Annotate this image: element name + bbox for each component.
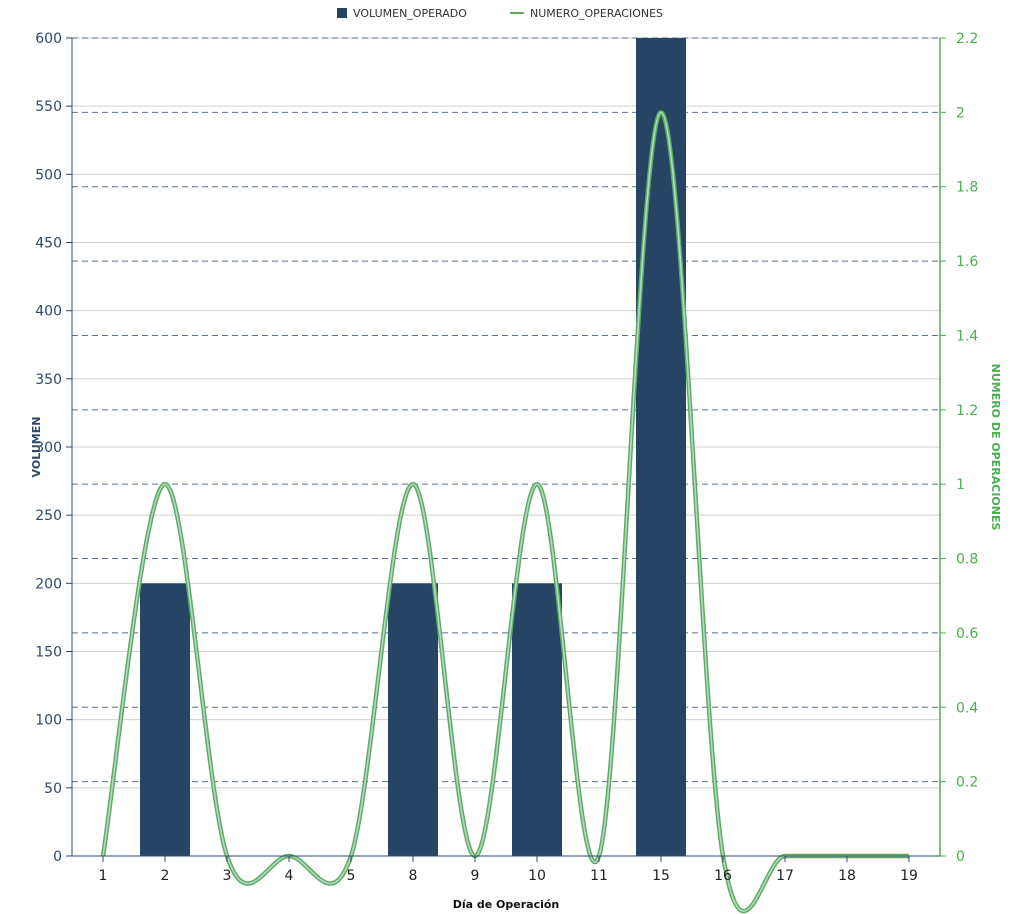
line-operaciones xyxy=(100,110,910,914)
x-tick-label: 15 xyxy=(652,868,670,884)
series-line-highlight xyxy=(102,111,909,912)
legend: VOLUMEN_OPERADO NUMERO_OPERACIONES xyxy=(337,7,663,20)
x-tick-label: 2 xyxy=(161,868,170,884)
x-tick-label: 1 xyxy=(99,868,108,884)
series-line-operaciones xyxy=(100,110,909,914)
right-tick-label: 2.2 xyxy=(956,31,978,47)
right-tick-label: 0.6 xyxy=(956,626,978,642)
axes: 050100150200250300350400450500550600VOLU… xyxy=(30,31,1002,911)
x-tick-label: 17 xyxy=(776,868,794,884)
left-tick-label: 300 xyxy=(35,440,62,456)
x-tick-label: 4 xyxy=(285,868,294,884)
right-tick-label: 0.8 xyxy=(956,552,978,568)
x-tick-label: 9 xyxy=(471,868,480,884)
legend-label-volumen: VOLUMEN_OPERADO xyxy=(353,7,467,20)
right-tick-label: 1 xyxy=(956,477,965,493)
bar xyxy=(140,583,190,856)
right-tick-label: 0.4 xyxy=(956,700,978,716)
x-tick-label: 3 xyxy=(223,868,232,884)
x-tick-label: 8 xyxy=(409,868,418,884)
left-tick-label: 0 xyxy=(53,849,62,865)
x-tick-label: 10 xyxy=(528,868,546,884)
left-tick-label: 250 xyxy=(35,508,62,524)
x-tick-label: 16 xyxy=(714,868,732,884)
left-tick-label: 600 xyxy=(35,31,62,47)
legend-swatch-volumen xyxy=(337,8,347,18)
right-tick-label: 1.6 xyxy=(956,254,978,270)
right-tick-label: 0.2 xyxy=(956,775,978,791)
grid xyxy=(72,37,940,857)
left-tick-label: 100 xyxy=(35,713,62,729)
right-tick-label: 1.2 xyxy=(956,403,978,419)
bar xyxy=(388,583,438,856)
left-tick-label: 50 xyxy=(44,781,62,797)
left-tick-label: 350 xyxy=(35,372,62,388)
left-tick-label: 400 xyxy=(35,304,62,320)
left-axis-title: VOLUMEN xyxy=(30,417,43,478)
right-tick-label: 1.8 xyxy=(956,180,978,196)
x-tick-label: 18 xyxy=(838,868,856,884)
right-tick-label: 0 xyxy=(956,849,965,865)
right-tick-label: 1.4 xyxy=(956,328,978,344)
bar xyxy=(512,583,562,856)
x-tick-label: 11 xyxy=(590,868,608,884)
left-tick-label: 150 xyxy=(35,645,62,661)
left-tick-label: 500 xyxy=(35,167,62,183)
x-axis-title: Día de Operación xyxy=(453,898,560,911)
right-axis-title: NUMERO DE OPERACIONES xyxy=(989,364,1002,531)
bars-volumen xyxy=(140,38,686,856)
right-tick-label: 2 xyxy=(956,105,965,121)
x-tick-label: 19 xyxy=(900,868,918,884)
left-tick-label: 550 xyxy=(35,99,62,115)
legend-label-operaciones: NUMERO_OPERACIONES xyxy=(530,7,663,20)
left-tick-label: 200 xyxy=(35,576,62,592)
bar xyxy=(636,38,686,856)
left-tick-label: 450 xyxy=(35,236,62,252)
x-tick-label: 5 xyxy=(347,868,356,884)
